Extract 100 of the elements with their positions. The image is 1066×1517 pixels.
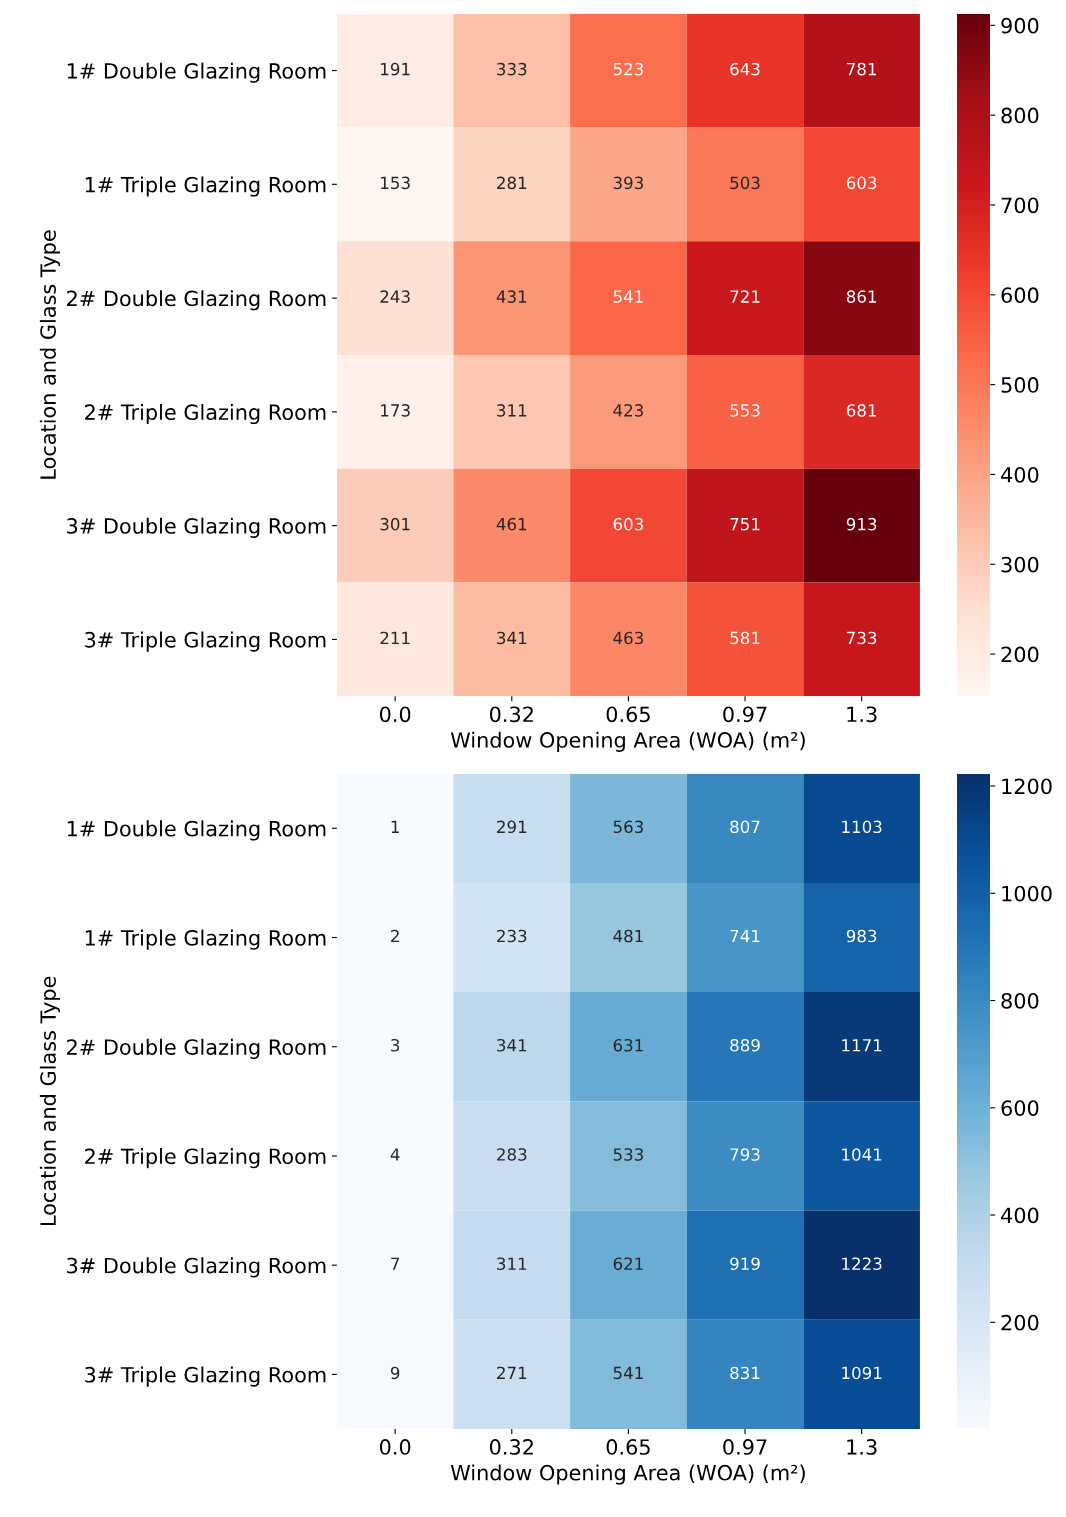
color-bar-label: 900: [1001, 17, 1039, 34]
x-tick-label: 0.65: [606, 1439, 650, 1455]
x-tick-label: 1.3: [847, 706, 877, 723]
x-tick-label: 0.65: [606, 706, 650, 723]
data-label: 913: [846, 517, 877, 531]
y-axis-title: Location and Glass Type: [39, 230, 60, 479]
y-tick-label: 1# Triple Glazing Room: [85, 929, 326, 950]
y-tick-label: 1# Double Glazing Room: [67, 62, 326, 83]
color-bar-label: 200: [1001, 1314, 1039, 1331]
data-label: 311: [497, 1257, 527, 1271]
data-label: 481: [613, 929, 643, 943]
data-label: 463: [613, 631, 643, 645]
y-axis-title: Location and Glass Type: [39, 976, 60, 1226]
x-axis-title: Window Opening Area (WOA) (m²): [450, 1464, 805, 1485]
data-label: 153: [381, 176, 410, 190]
data-label: 541: [613, 1366, 643, 1380]
data-label: 423: [613, 404, 643, 417]
data-label: 243: [380, 290, 410, 303]
data-label: 643: [730, 62, 760, 76]
data-label: 233: [497, 929, 527, 943]
y-tick-label: 2# Triple Glazing Room: [85, 403, 326, 425]
data-label: 281: [497, 176, 527, 190]
color-bar-label: 1200: [1002, 778, 1052, 795]
data-label: 781: [847, 62, 877, 76]
data-label: 793: [730, 1148, 760, 1161]
color-bar-label: 500: [1001, 377, 1039, 393]
data-label: 889: [730, 1038, 760, 1052]
color-bar-label: 1000: [1002, 885, 1052, 902]
data-label: 861: [846, 290, 877, 303]
color-bar-label: 200: [1001, 646, 1039, 663]
y-tick-label: 3# Double Glazing Room: [67, 517, 326, 538]
data-label: 523: [613, 62, 643, 76]
data-label: 2: [391, 929, 399, 943]
data-label: 431: [496, 290, 527, 303]
data-label: 461: [496, 517, 527, 531]
data-label: 721: [730, 290, 760, 303]
data-label: 631: [613, 1038, 643, 1052]
data-label: 603: [613, 517, 643, 531]
y-tick-label: 3# Triple Glazing Room: [85, 631, 326, 652]
data-label: 1041: [842, 1148, 882, 1161]
color-bar-label: 400: [1001, 1207, 1039, 1224]
data-label: 1103: [842, 820, 882, 834]
data-label: 919: [730, 1257, 760, 1271]
y-tick-label: 3# Double Glazing Room: [67, 1257, 326, 1278]
data-label: 983: [846, 929, 877, 943]
data-label: 1171: [842, 1039, 882, 1052]
x-tick-label: 0.0: [379, 706, 411, 723]
y-tick-label: 3# Triple Glazing Room: [85, 1366, 326, 1387]
data-label: 741: [730, 929, 760, 943]
y-tick-label: 1# Double Glazing Room: [67, 820, 326, 841]
color-bar-label: 600: [1001, 287, 1039, 304]
data-label: 541: [613, 290, 643, 303]
x-axis-title: Window Opening Area (WOA) (m²): [450, 731, 805, 752]
data-label: 621: [613, 1257, 643, 1271]
data-label: 301: [380, 517, 410, 531]
data-label: 681: [846, 404, 877, 417]
data-label: 603: [846, 176, 877, 190]
data-label: 291: [497, 820, 527, 834]
data-label: 563: [613, 820, 643, 834]
y-tick-label: 2# Double Glazing Room: [67, 290, 326, 311]
data-label: 4: [390, 1148, 400, 1161]
data-label: 7: [391, 1257, 400, 1270]
data-label: 333: [497, 62, 527, 76]
data-label: 341: [497, 1038, 527, 1052]
data-label: 807: [730, 820, 760, 834]
data-label: 311: [497, 404, 527, 417]
data-label: 733: [847, 631, 877, 645]
data-label: 341: [497, 631, 527, 645]
data-label: 1091: [842, 1366, 882, 1380]
data-label: 553: [730, 404, 760, 417]
color-bar-label: 300: [1001, 556, 1039, 573]
data-label: 1: [391, 820, 399, 833]
color-bar-label: 700: [1001, 197, 1039, 214]
data-label: 503: [730, 176, 760, 190]
data-label: 581: [730, 631, 760, 645]
data-label: 191: [381, 62, 410, 76]
data-label: 751: [730, 518, 760, 531]
data-label: 211: [380, 631, 410, 645]
data-label: 283: [497, 1148, 527, 1161]
x-tick-label: 0.0: [379, 1439, 411, 1455]
color-bar-label: 400: [1001, 466, 1039, 483]
y-tick-label: 2# Double Glazing Room: [67, 1038, 326, 1059]
data-label: 3: [391, 1038, 400, 1052]
y-tick-label: 1# Triple Glazing Room: [85, 176, 326, 197]
x-tick-label: 0.97: [723, 1439, 767, 1455]
x-tick-label: 1.3: [847, 1439, 877, 1455]
data-label: 1223: [842, 1257, 882, 1271]
color-bar-label: 800: [1001, 107, 1039, 124]
data-label: 393: [613, 176, 643, 190]
color-bar-label: 800: [1001, 992, 1039, 1009]
data-label: 173: [381, 404, 410, 417]
data-label: 831: [730, 1366, 760, 1380]
data-label: 533: [613, 1148, 643, 1161]
x-tick-label: 0.97: [723, 706, 767, 723]
color-bar-label: 600: [1001, 1100, 1039, 1116]
y-tick-label: 2# Triple Glazing Room: [85, 1148, 326, 1169]
x-tick-label: 0.32: [489, 1439, 533, 1455]
data-label: 271: [497, 1366, 527, 1379]
x-tick-label: 0.32: [489, 706, 533, 723]
data-label: 9: [390, 1366, 400, 1380]
